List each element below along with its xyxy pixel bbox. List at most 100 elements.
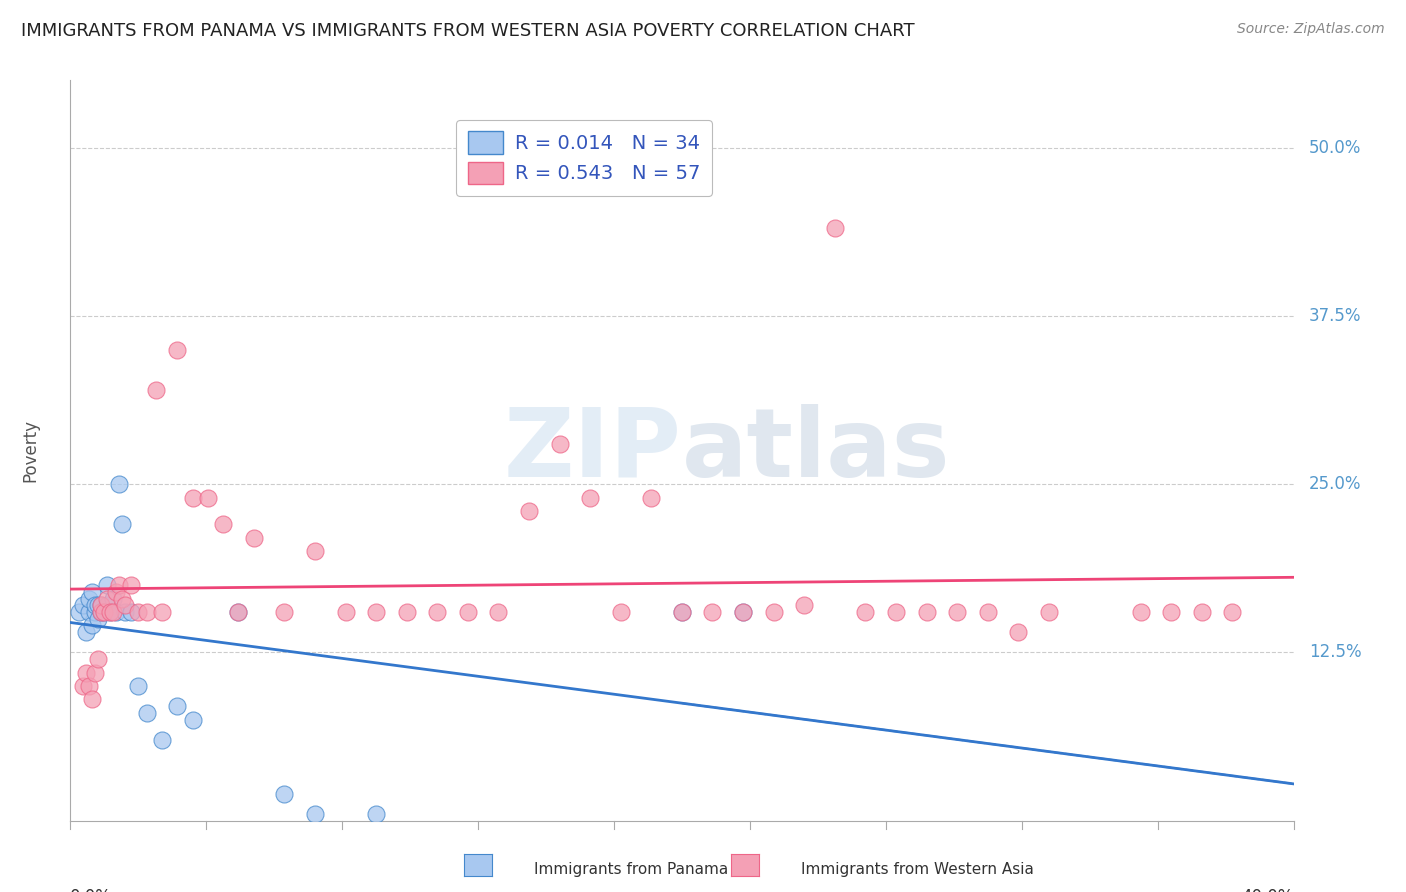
Point bbox=[1191, 605, 1213, 619]
Point bbox=[181, 491, 204, 505]
Point bbox=[87, 599, 110, 613]
Point bbox=[135, 605, 157, 619]
Point bbox=[69, 605, 91, 619]
Point bbox=[488, 605, 510, 619]
Point bbox=[93, 605, 115, 619]
Point bbox=[915, 605, 938, 619]
Legend: R = 0.014   N = 34, R = 0.543   N = 57: R = 0.014 N = 34, R = 0.543 N = 57 bbox=[457, 120, 711, 195]
Point bbox=[457, 605, 479, 619]
Point bbox=[96, 578, 118, 592]
Point bbox=[1007, 625, 1029, 640]
Point bbox=[579, 491, 602, 505]
Point bbox=[610, 605, 633, 619]
Point bbox=[884, 605, 907, 619]
Point bbox=[75, 625, 97, 640]
Point bbox=[366, 605, 388, 619]
Text: Poverty: Poverty bbox=[21, 419, 39, 482]
Point bbox=[108, 477, 131, 491]
Point bbox=[90, 605, 112, 619]
Point bbox=[395, 605, 418, 619]
Point bbox=[273, 605, 295, 619]
Point bbox=[517, 504, 540, 518]
Text: atlas: atlas bbox=[682, 404, 950, 497]
Point bbox=[90, 605, 112, 619]
Point bbox=[762, 605, 785, 619]
Point bbox=[105, 584, 128, 599]
Point bbox=[93, 605, 115, 619]
Point bbox=[946, 605, 969, 619]
Point bbox=[105, 605, 128, 619]
Point bbox=[101, 591, 124, 606]
Point bbox=[793, 599, 815, 613]
Point bbox=[1160, 605, 1182, 619]
Point bbox=[548, 436, 571, 450]
Point bbox=[855, 605, 877, 619]
Point bbox=[733, 605, 755, 619]
Point bbox=[671, 605, 693, 619]
Point bbox=[72, 679, 94, 693]
Text: 40.0%: 40.0% bbox=[1241, 888, 1294, 892]
Point bbox=[108, 578, 131, 592]
Text: 12.5%: 12.5% bbox=[1309, 643, 1361, 661]
Point bbox=[1129, 605, 1152, 619]
Point bbox=[121, 578, 143, 592]
Point bbox=[228, 605, 250, 619]
Point bbox=[181, 713, 204, 727]
Point bbox=[145, 383, 167, 397]
Point bbox=[77, 591, 100, 606]
Point bbox=[150, 605, 173, 619]
Point bbox=[150, 732, 173, 747]
Text: Immigrants from Panama: Immigrants from Panama bbox=[534, 863, 728, 877]
Point bbox=[114, 605, 136, 619]
Point bbox=[366, 806, 388, 821]
Point bbox=[197, 491, 219, 505]
Point bbox=[90, 599, 112, 613]
Point bbox=[98, 605, 121, 619]
Point bbox=[75, 665, 97, 680]
Point bbox=[87, 652, 110, 666]
Point bbox=[135, 706, 157, 720]
Point bbox=[976, 605, 998, 619]
Point bbox=[83, 605, 105, 619]
Point bbox=[83, 599, 105, 613]
Text: ZIP: ZIP bbox=[503, 404, 682, 497]
Point bbox=[72, 599, 94, 613]
Point bbox=[212, 517, 235, 532]
Point bbox=[96, 591, 118, 606]
Point bbox=[127, 679, 149, 693]
Point bbox=[733, 605, 755, 619]
Point bbox=[166, 699, 188, 714]
Point bbox=[90, 599, 112, 613]
Point bbox=[702, 605, 724, 619]
Point bbox=[77, 605, 100, 619]
Text: 25.0%: 25.0% bbox=[1309, 475, 1361, 493]
Point bbox=[111, 517, 134, 532]
Point bbox=[335, 605, 357, 619]
Point bbox=[273, 787, 295, 801]
Point bbox=[96, 599, 118, 613]
Text: 0.0%: 0.0% bbox=[70, 888, 112, 892]
Point bbox=[77, 679, 100, 693]
Point bbox=[166, 343, 188, 357]
Point bbox=[87, 612, 110, 626]
Point bbox=[426, 605, 449, 619]
Point bbox=[98, 605, 121, 619]
Point bbox=[80, 692, 103, 706]
Point bbox=[101, 605, 124, 619]
Point bbox=[121, 605, 143, 619]
Point bbox=[80, 584, 103, 599]
Point bbox=[304, 806, 326, 821]
Point bbox=[824, 221, 846, 235]
Text: Source: ZipAtlas.com: Source: ZipAtlas.com bbox=[1237, 22, 1385, 37]
Text: IMMIGRANTS FROM PANAMA VS IMMIGRANTS FROM WESTERN ASIA POVERTY CORRELATION CHART: IMMIGRANTS FROM PANAMA VS IMMIGRANTS FRO… bbox=[21, 22, 915, 40]
Point bbox=[228, 605, 250, 619]
Point bbox=[640, 491, 662, 505]
Point bbox=[127, 605, 149, 619]
Point bbox=[80, 618, 103, 632]
Point bbox=[1038, 605, 1060, 619]
Point bbox=[243, 531, 266, 545]
Text: Immigrants from Western Asia: Immigrants from Western Asia bbox=[801, 863, 1035, 877]
Point bbox=[671, 605, 693, 619]
Point bbox=[83, 665, 105, 680]
Point bbox=[304, 544, 326, 558]
